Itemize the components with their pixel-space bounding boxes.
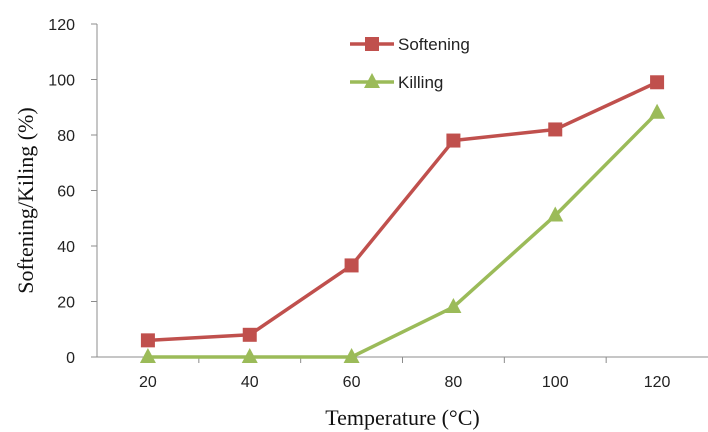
legend: Softening Killing <box>350 35 470 92</box>
data-point-killing <box>547 206 564 222</box>
data-point-softening <box>650 75 665 90</box>
legend-swatch-marker <box>364 73 380 88</box>
legend-label: Softening <box>398 35 470 54</box>
y-tick-label: 60 <box>57 184 75 201</box>
legend-item: Softening <box>350 35 470 54</box>
legend-label: Killing <box>398 73 443 92</box>
data-point-softening <box>548 122 563 137</box>
data-point-killing <box>649 103 666 119</box>
x-axis-tick-labels: 20 40 60 80 100 120 <box>139 374 671 391</box>
y-tick-label: 20 <box>57 295 75 312</box>
x-tick-label: 100 <box>542 374 569 391</box>
series-line-killing <box>147 111 659 359</box>
series-softening <box>140 75 665 348</box>
x-tick-label: 40 <box>241 374 259 391</box>
data-point-killing <box>343 348 360 363</box>
data-point-softening <box>446 133 461 148</box>
series-layer <box>139 75 666 363</box>
x-tick-label: 120 <box>644 374 671 391</box>
x-tick-label: 80 <box>445 374 463 391</box>
y-tick-label: 40 <box>57 239 75 256</box>
y-tick-label: 80 <box>57 128 75 145</box>
data-point-softening <box>242 327 257 342</box>
y-tick-label: 0 <box>66 350 75 367</box>
data-point-killing <box>139 348 156 363</box>
y-axis-title: Softening/Kiling (%) <box>13 107 38 293</box>
y-axis-tick-labels: 0 20 40 60 80 100 120 <box>48 17 75 367</box>
data-point-killing <box>445 298 462 314</box>
x-tick-label: 20 <box>139 374 157 391</box>
legend-item: Killing <box>350 73 443 92</box>
x-tick-label: 60 <box>343 374 361 391</box>
data-point-softening <box>140 333 155 348</box>
y-axis-ticks <box>91 23 97 358</box>
data-point-killing <box>241 348 258 363</box>
legend-swatch-marker <box>365 37 379 51</box>
series-killing <box>139 103 666 363</box>
x-axis-title: Temperature (°C) <box>325 405 479 430</box>
series-line-softening <box>147 80 658 343</box>
x-axis-ticks <box>198 357 607 363</box>
y-tick-label: 120 <box>48 17 75 34</box>
y-tick-label: 100 <box>48 73 75 90</box>
data-point-softening <box>344 258 359 273</box>
